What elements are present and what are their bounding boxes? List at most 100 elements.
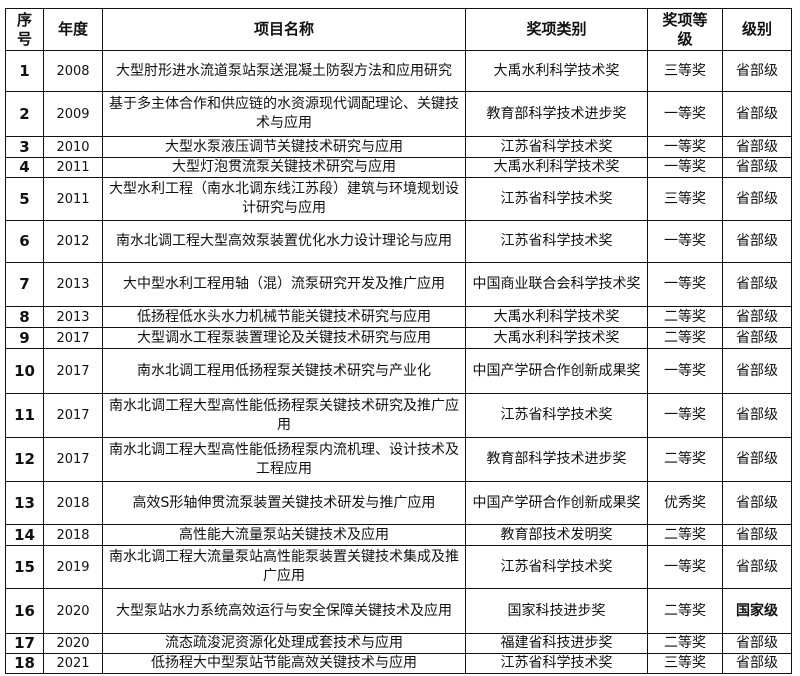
cell-year: 2018: [43, 481, 103, 525]
cell-level: 省部级: [722, 91, 792, 137]
cell-year: 2018: [43, 524, 103, 546]
cell-index: 15: [5, 545, 44, 589]
cell-level: 国家级: [722, 588, 792, 634]
table-row: 16 2020 大型泵站水力系统高效运行与安全保障关键技术及应用 国家科技进步奖 二等奖…: [5, 588, 792, 634]
cell-level: 省部级: [722, 306, 792, 328]
cell-project-name: 大型灯泡贯流泵关键技术研究与应用: [102, 157, 466, 178]
cell-level: 省部级: [722, 327, 792, 349]
cell-award-type: 江苏省科学技术奖: [465, 653, 648, 674]
cell-index: 1: [5, 50, 44, 92]
cell-project-name: 大型水利工程（南水北调东线江苏段）建筑与环境规划设计研究与应用: [102, 177, 466, 221]
table-row: 14 2018 高性能大流量泵站关键技术及应用 教育部技术发明奖 二等奖 省部级: [5, 524, 792, 546]
header-row: 序号 年度 项目名称 奖项类别 奖项等级 级别: [5, 8, 792, 51]
table-row: 6 2012 南水北调工程大型高效泵装置优化水力设计理论与应用 江苏省科学技术奖 一等奖…: [5, 220, 792, 263]
table-row: 15 2019 南水北调工程大流量泵站高性能泵装置关键技术集成及推广应用 江苏省科学技…: [5, 545, 792, 589]
cell-level: 省部级: [722, 545, 792, 589]
cell-level: 省部级: [722, 393, 792, 438]
cell-year: 2017: [43, 348, 103, 394]
cell-project-name: 南水北调工程大型高性能低扬程泵关键技术研究及推广应用: [102, 393, 466, 438]
cell-award-type: 大禹水利科学技术奖: [465, 306, 648, 328]
cell-award-type: 江苏省科学技术奖: [465, 545, 648, 589]
cell-project-name: 流态疏浚泥资源化处理成套技术与应用: [102, 633, 466, 654]
table-row: 1 2008 大型肘形进水流道泵站泵送混凝土防裂方法和应用研究 大禹水利科学技术奖 三等…: [5, 50, 792, 92]
cell-project-name: 南水北调工程大型高效泵装置优化水力设计理论与应用: [102, 220, 466, 263]
cell-award-type: 江苏省科学技术奖: [465, 136, 648, 158]
header-project-name: 项目名称: [102, 8, 466, 51]
cell-award-grade: 二等奖: [647, 633, 723, 654]
cell-year: 2021: [43, 653, 103, 674]
header-year: 年度: [43, 8, 103, 51]
cell-award-grade: 二等奖: [647, 588, 723, 634]
cell-level: 省部级: [722, 50, 792, 92]
cell-index: 3: [5, 136, 44, 158]
cell-award-grade: 三等奖: [647, 653, 723, 674]
cell-award-grade: 三等奖: [647, 50, 723, 92]
cell-level: 省部级: [722, 157, 792, 178]
cell-award-type: 中国产学研合作创新成果奖: [465, 481, 648, 525]
cell-index: 9: [5, 327, 44, 349]
cell-award-grade: 一等奖: [647, 220, 723, 263]
cell-project-name: 大型肘形进水流道泵站泵送混凝土防裂方法和应用研究: [102, 50, 466, 92]
cell-award-type: 江苏省科学技术奖: [465, 177, 648, 221]
table-row: 13 2018 高效S形轴伸贯流泵装置关键技术研发与推广应用 中国产学研合作创新成果奖…: [5, 481, 792, 525]
cell-project-name: 南水北调工程用低扬程泵关键技术研究与产业化: [102, 348, 466, 394]
cell-award-type: 江苏省科学技术奖: [465, 220, 648, 263]
cell-year: 2008: [43, 50, 103, 92]
cell-year: 2011: [43, 177, 103, 221]
cell-year: 2020: [43, 633, 103, 654]
cell-award-grade: 二等奖: [647, 524, 723, 546]
cell-year: 2013: [43, 262, 103, 307]
cell-year: 2011: [43, 157, 103, 178]
cell-level: 省部级: [722, 136, 792, 158]
cell-award-grade: 二等奖: [647, 437, 723, 482]
cell-year: 2017: [43, 393, 103, 438]
table-row: 5 2011 大型水利工程（南水北调东线江苏段）建筑与环境规划设计研究与应用 江苏省科…: [5, 177, 792, 221]
cell-index: 16: [5, 588, 44, 634]
cell-year: 2019: [43, 545, 103, 589]
awards-table: 序号 年度 项目名称 奖项类别 奖项等级 级别 1 2008 大型肘形进水流道泵站泵…: [5, 8, 792, 674]
cell-level: 省部级: [722, 177, 792, 221]
cell-project-name: 大型调水工程泵装置理论及关键技术研究与应用: [102, 327, 466, 349]
cell-award-type: 大禹水利科学技术奖: [465, 50, 648, 92]
cell-award-grade: 一等奖: [647, 136, 723, 158]
table-row: 18 2021 低扬程大中型泵站节能高效关键技术与应用 江苏省科学技术奖 三等奖 省部级: [5, 653, 792, 674]
cell-award-type: 大禹水利科学技术奖: [465, 327, 648, 349]
table-row: 2 2009 基于多主体合作和供应链的水资源现代调配理论、关键技术与应用 教育部科学技…: [5, 91, 792, 137]
table-row: 9 2017 大型调水工程泵装置理论及关键技术研究与应用 大禹水利科学技术奖 二等奖 省部…: [5, 327, 792, 349]
cell-year: 2009: [43, 91, 103, 137]
cell-award-type: 福建省科技进步奖: [465, 633, 648, 654]
cell-year: 2012: [43, 220, 103, 263]
cell-award-type: 国家科技进步奖: [465, 588, 648, 634]
table-row: 8 2013 低扬程低水头水力机械节能关键技术研究与应用 大禹水利科学技术奖 二等奖 省部…: [5, 306, 792, 328]
cell-index: 13: [5, 481, 44, 525]
cell-project-name: 大型水泵液压调节关键技术研究与应用: [102, 136, 466, 158]
cell-award-grade: 优秀奖: [647, 481, 723, 525]
cell-index: 4: [5, 157, 44, 178]
cell-award-type: 江苏省科学技术奖: [465, 393, 648, 438]
cell-award-type: 教育部科学技术进步奖: [465, 91, 648, 137]
table-row: 3 2010 大型水泵液压调节关键技术研究与应用 江苏省科学技术奖 一等奖 省部级: [5, 136, 792, 158]
cell-year: 2017: [43, 437, 103, 482]
cell-level: 省部级: [722, 653, 792, 674]
cell-index: 18: [5, 653, 44, 674]
table-row: 7 2013 大中型水利工程用轴（混）流泵研究开发及推广应用 中国商业联合会科学技术奖…: [5, 262, 792, 307]
cell-project-name: 大中型水利工程用轴（混）流泵研究开发及推广应用: [102, 262, 466, 307]
cell-year: 2017: [43, 327, 103, 349]
cell-project-name: 大型泵站水力系统高效运行与安全保障关键技术及应用: [102, 588, 466, 634]
cell-index: 5: [5, 177, 44, 221]
table-row: 12 2017 南水北调工程大型高性能低扬程泵内流机理、设计技术及工程应用 教育部科学…: [5, 437, 792, 482]
cell-award-type: 中国商业联合会科学技术奖: [465, 262, 648, 307]
table-row: 10 2017 南水北调工程用低扬程泵关键技术研究与产业化 中国产学研合作创新成果奖一…: [5, 348, 792, 394]
cell-index: 17: [5, 633, 44, 654]
header-level: 级别: [722, 8, 792, 51]
table-row: 17 2020 流态疏浚泥资源化处理成套技术与应用 福建省科技进步奖 二等奖 省部级: [5, 633, 792, 654]
cell-index: 6: [5, 220, 44, 263]
cell-level: 省部级: [722, 481, 792, 525]
table-row: 11 2017 南水北调工程大型高性能低扬程泵关键技术研究及推广应用 江苏省科学技术奖…: [5, 393, 792, 438]
cell-award-type: 教育部科学技术进步奖: [465, 437, 648, 482]
cell-level: 省部级: [722, 633, 792, 654]
cell-award-grade: 一等奖: [647, 348, 723, 394]
cell-project-name: 南水北调工程大型高性能低扬程泵内流机理、设计技术及工程应用: [102, 437, 466, 482]
cell-award-grade: 一等奖: [647, 393, 723, 438]
cell-index: 14: [5, 524, 44, 546]
